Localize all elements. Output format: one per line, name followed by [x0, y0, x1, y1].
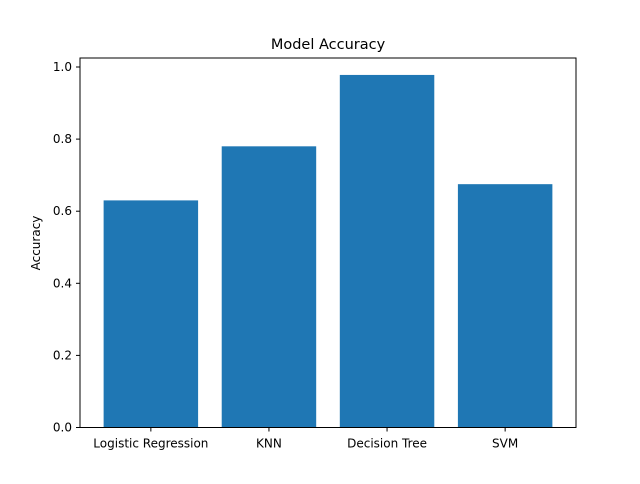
x-axis-ticks: Logistic Regression KNN Decision Tree SVM — [93, 427, 518, 451]
y-axis-label: Accuracy — [29, 216, 43, 271]
y-tick-label: 0.0 — [53, 421, 72, 435]
y-axis-ticks: 0.0 0.2 0.4 0.6 0.8 1.0 — [53, 60, 80, 435]
chart-title: Model Accuracy — [271, 37, 386, 53]
x-tick-label: SVM — [492, 437, 518, 451]
bar-knn — [221, 146, 317, 428]
bar-svm — [457, 184, 553, 428]
bar-decision-tree — [339, 74, 435, 428]
x-tick-label: Logistic Regression — [93, 437, 208, 451]
y-tick-label: 1.0 — [53, 60, 72, 74]
y-tick-label: 0.2 — [53, 348, 72, 362]
bars-layer — [103, 74, 553, 428]
x-tick-label: Decision Tree — [347, 437, 427, 451]
plot-frame — [79, 57, 577, 428]
x-tick-label: KNN — [256, 437, 282, 451]
y-tick-label: 0.6 — [53, 204, 72, 218]
y-tick-label: 0.4 — [53, 276, 72, 290]
bar-logistic-regression — [103, 200, 199, 428]
y-tick-label: 0.8 — [53, 132, 72, 146]
